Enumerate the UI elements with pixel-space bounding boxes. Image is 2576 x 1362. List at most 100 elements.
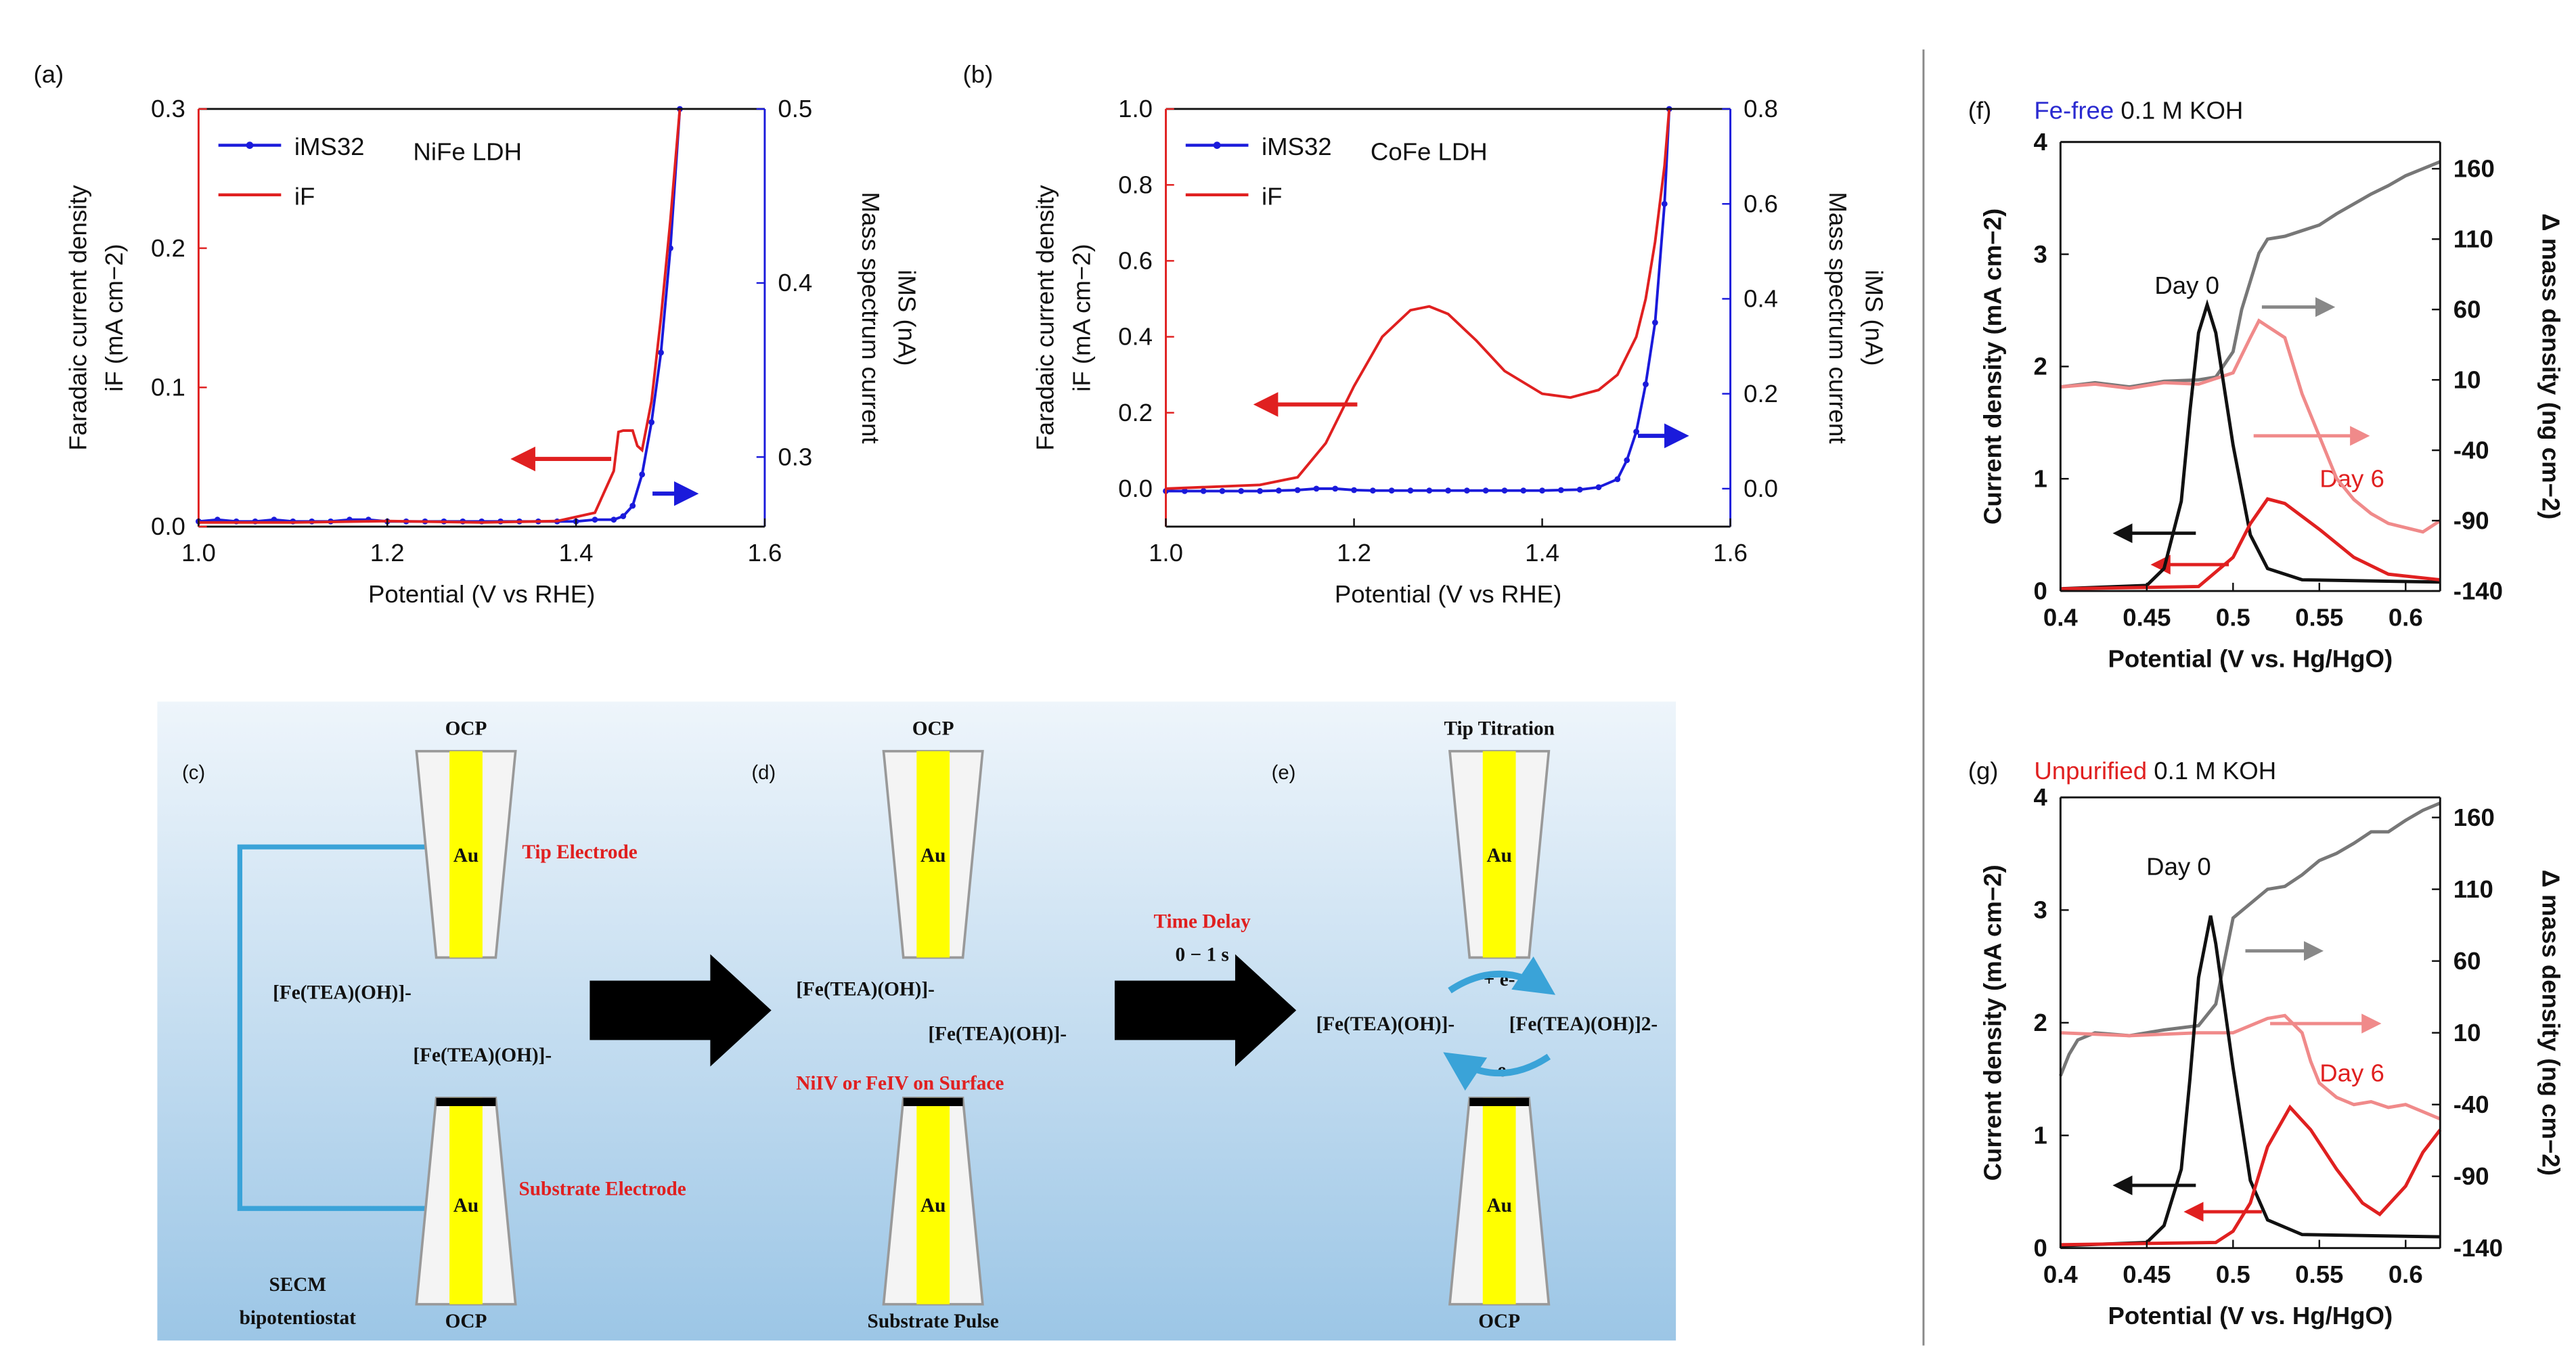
- y2-tick-label: 0.8: [1744, 95, 1778, 123]
- label: Au: [920, 1195, 946, 1216]
- y2-axis-label: Mass spectrum current: [857, 192, 885, 443]
- x-tick-label: 1.6: [747, 539, 782, 567]
- wire: [237, 844, 450, 1211]
- x-tick-label: 0.45: [2123, 1260, 2171, 1288]
- y-axis-label: iF (mA cm−2): [1067, 244, 1095, 391]
- y2-axis-label: iMS (nA): [893, 269, 920, 366]
- label: NiIV or FeIV on Surface: [796, 1073, 1004, 1095]
- species: [Fe(TEA)(OH)]-: [928, 1023, 1067, 1045]
- y-axis-label: Faradaic current density: [64, 185, 92, 451]
- marker: [1576, 486, 1583, 493]
- y2-tick-label: 0.5: [778, 95, 812, 123]
- x-tick-label: 1.0: [181, 539, 216, 567]
- series-line: [2060, 915, 2441, 1248]
- label: Au: [453, 845, 479, 866]
- label: 0 − 1 s: [1176, 944, 1229, 965]
- series-line: [2060, 318, 2441, 534]
- marker: [1219, 487, 1226, 494]
- y-tick-label: 0.0: [151, 512, 185, 540]
- x-tick-label: 1.4: [1525, 539, 1559, 567]
- y-tick-label: 0: [2033, 577, 2047, 605]
- marker: [1351, 487, 1357, 493]
- arrow: [1114, 954, 1297, 1067]
- label: Au: [1486, 845, 1511, 866]
- legend-label: iF: [1262, 182, 1282, 210]
- title-text: 0.1 M KOH: [2120, 97, 2243, 125]
- chart-title: Unpurified 0.1 M KOH: [2034, 757, 2276, 785]
- panel-label: (c): [182, 762, 205, 784]
- annotation: Day 0: [2146, 853, 2211, 881]
- x-tick-label: 0.45: [2123, 603, 2171, 631]
- marker: [1633, 429, 1639, 435]
- y-tick-label: 3: [2033, 896, 2047, 924]
- y2-tick-label: 0.6: [1744, 190, 1778, 217]
- panel-label: (f): [1968, 97, 1992, 125]
- y-tick-label: 0.2: [151, 234, 185, 262]
- y-tick-label: 0.4: [1118, 323, 1153, 351]
- marker: [648, 419, 654, 426]
- chart-title: Fe-free 0.1 M KOH: [2034, 97, 2243, 125]
- legend-label: iMS32: [294, 133, 365, 160]
- marker: [1407, 487, 1414, 494]
- y-tick-label: 0.2: [1118, 399, 1153, 426]
- annotation: Day 6: [2319, 1059, 2384, 1086]
- panel-label: (b): [963, 60, 994, 88]
- y2-tick-label: 10: [2453, 1019, 2481, 1047]
- x-tick-label: 1.0: [1149, 539, 1183, 567]
- y2-tick-label: -140: [2453, 1234, 2503, 1262]
- marker: [1463, 487, 1470, 494]
- y-tick-label: 4: [2033, 128, 2047, 156]
- marker: [1520, 487, 1527, 494]
- marker: [1275, 487, 1282, 494]
- y-tick-label: 0.1: [151, 373, 185, 401]
- y2-tick-label: 0.3: [778, 443, 812, 470]
- marker: [1181, 487, 1188, 494]
- x-tick-label: 0.5: [2216, 603, 2250, 631]
- panel-label: (d): [751, 762, 776, 784]
- y2-tick-label: 60: [2453, 295, 2481, 323]
- series-line: [198, 108, 682, 524]
- x-axis-label: Potential (V vs. Hg/HgO): [2108, 644, 2393, 672]
- y-tick-label: 1: [2033, 1121, 2047, 1149]
- title-highlight: Fe-free: [2034, 97, 2114, 125]
- annotation: CoFe LDH: [1371, 138, 1488, 166]
- x-tick-label: 0.5: [2216, 1260, 2250, 1288]
- marker: [1595, 484, 1602, 491]
- arrow: [590, 954, 772, 1067]
- marker: [1482, 487, 1489, 494]
- substrate-cap: [436, 1097, 496, 1106]
- label: OCP: [445, 718, 487, 739]
- y2-tick-label: -40: [2453, 1091, 2489, 1118]
- marker: [1661, 200, 1668, 207]
- y2-tick-label: -140: [2453, 577, 2503, 605]
- y-tick-label: 4: [2033, 783, 2047, 811]
- y-tick-label: 1.0: [1118, 95, 1153, 123]
- label: OCP: [1478, 1311, 1520, 1332]
- marker: [610, 517, 617, 523]
- y2-tick-label: 0.4: [778, 269, 812, 296]
- annotation: Day 6: [2319, 464, 2384, 492]
- panel-label: (a): [34, 60, 64, 88]
- y2-tick-label: -90: [2453, 1162, 2489, 1190]
- y-tick-label: 0.0: [1118, 475, 1153, 502]
- legend-label: iMS32: [1262, 133, 1332, 160]
- y-tick-label: 0: [2033, 1234, 2047, 1262]
- species: [Fe(TEA)(OH)]-: [1316, 1013, 1454, 1035]
- annotation: Day 0: [2154, 271, 2219, 299]
- x-axis-label: Potential (V vs RHE): [1335, 580, 1561, 608]
- marker: [1445, 487, 1451, 494]
- label: OCP: [912, 718, 954, 739]
- marker: [1557, 487, 1564, 493]
- diagram: (c) (d) (e) OCP OCP OCP OCP Tip Titratio…: [157, 701, 1676, 1341]
- y2-axis-label: iMS (nA): [1861, 269, 1888, 366]
- y2-tick-label: 0.0: [1744, 475, 1778, 502]
- y-tick-label: 0.8: [1118, 171, 1153, 198]
- marker: [1369, 487, 1376, 494]
- y2-axis-label: Δ mass density (ng cm−2): [2537, 213, 2564, 519]
- y2-tick-label: 110: [2453, 225, 2493, 252]
- arrow: [1443, 1052, 1551, 1091]
- y2-tick-label: 160: [2453, 804, 2495, 831]
- y-axis-label: Faradaic current density: [1031, 185, 1059, 451]
- label: Substrate Pulse: [868, 1311, 999, 1332]
